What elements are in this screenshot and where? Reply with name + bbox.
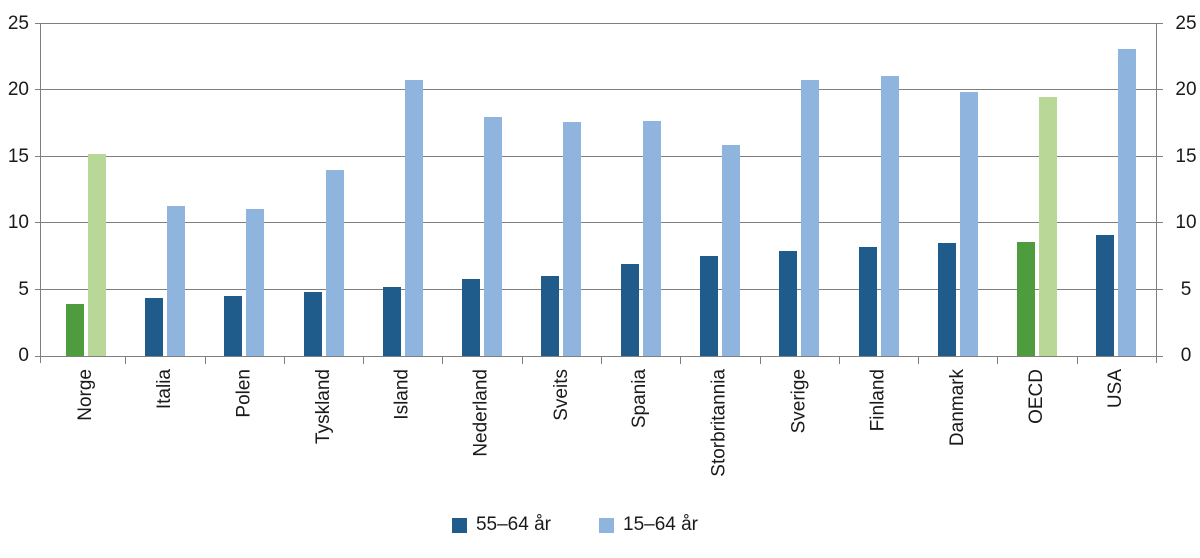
x-axis-label-spania: Spania <box>629 369 651 429</box>
x-axis-tick <box>363 356 364 364</box>
y-axis-tick-label-right-20: 20 <box>1175 79 1197 100</box>
bar-15-64-sveits <box>563 122 582 356</box>
x-axis-label-storbritannia: Storbritannia <box>708 369 730 477</box>
y-axis-line-right <box>1156 24 1157 363</box>
bar-55-64-italia <box>144 297 163 356</box>
x-axis-label-sveits: Sveits <box>550 369 572 421</box>
legend: 55–64 år 15–64 år <box>0 513 1175 537</box>
x-axis-label-norge: Norge <box>74 369 96 421</box>
x-axis-label-oecd: OECD <box>1026 369 1048 424</box>
bar-55-64-polen <box>224 296 243 356</box>
x-axis-tick <box>125 356 126 364</box>
y-axis-tick-label-right-25: 25 <box>1175 13 1197 34</box>
legend-label-15-64: 15–64 år <box>623 514 699 535</box>
bar-15-64-polen <box>246 208 265 356</box>
gridline-25 <box>35 23 1163 24</box>
x-axis-label-island: Island <box>391 369 413 420</box>
bar-55-64-tyskland <box>303 292 322 356</box>
bar-55-64-sverige <box>779 251 798 356</box>
y-axis-tick-label-right-15: 15 <box>1175 146 1197 167</box>
x-axis-tick <box>442 356 443 364</box>
legend-item-55-64: 55–64 år <box>451 513 551 537</box>
x-axis-label-tyskland: Tyskland <box>312 369 334 444</box>
y-axis-tick-label-left-0: 0 <box>18 345 29 366</box>
bar-15-64-storbritannia <box>721 144 740 356</box>
bar-15-64-usa <box>1118 49 1137 356</box>
bar-15-64-spania <box>642 120 661 356</box>
bar-15-64-sverige <box>801 79 820 356</box>
gridline-20 <box>35 89 1163 90</box>
x-axis-tick <box>760 356 761 364</box>
bar-15-64-tyskland <box>325 170 344 356</box>
y-axis-tick-label-right-0: 0 <box>1180 345 1192 366</box>
bar-55-64-usa <box>1096 235 1115 356</box>
x-axis-tick <box>522 356 523 364</box>
y-axis-tick-label-left-5: 5 <box>18 279 29 300</box>
bar-55-64-spania <box>620 264 639 356</box>
bar-55-64-norge <box>65 304 84 356</box>
y-axis-tick-label-right-5: 5 <box>1180 279 1192 300</box>
x-axis-tick <box>601 356 602 364</box>
x-axis-tick <box>997 356 998 364</box>
x-axis-label-danmark: Danmark <box>946 369 968 447</box>
gridline-0 <box>35 356 1163 357</box>
y-axis-tick-label-left-15: 15 <box>7 146 29 167</box>
x-axis-tick <box>680 356 681 364</box>
x-axis-tick <box>918 356 919 364</box>
x-axis-tick <box>284 356 285 364</box>
bar-15-64-island <box>404 79 423 356</box>
bar-55-64-island <box>382 286 401 356</box>
x-axis-tick <box>1077 356 1078 364</box>
gridline-10 <box>35 222 1163 223</box>
x-axis-label-sverige: Sverige <box>788 369 810 434</box>
bar-55-64-nederland <box>462 278 481 356</box>
x-axis-label-italia: Italia <box>153 369 175 410</box>
x-axis-label-nederland: Nederland <box>471 369 493 457</box>
bar-15-64-oecd <box>1039 97 1058 356</box>
bar-55-64-danmark <box>937 243 956 356</box>
y-axis-tick-label-left-10: 10 <box>7 212 29 233</box>
bar-15-64-danmark <box>959 91 978 356</box>
bar-15-64-italia <box>166 205 185 356</box>
bar-15-64-nederland <box>484 116 503 356</box>
x-axis-label-finland: Finland <box>867 369 889 432</box>
x-axis-tick <box>205 356 206 364</box>
gridline-15 <box>35 156 1163 157</box>
bar-55-64-oecd <box>1017 241 1036 356</box>
y-axis-tick-label-right-10: 10 <box>1175 212 1197 233</box>
legend-swatch-55-64-icon <box>451 517 467 533</box>
bar-55-64-finland <box>858 247 877 356</box>
x-axis-tick <box>839 356 840 364</box>
bar-55-64-sveits <box>541 276 560 356</box>
x-axis-label-polen: Polen <box>233 369 255 418</box>
y-axis-tick-label-left-20: 20 <box>7 79 29 100</box>
legend-item-15-64: 15–64 år <box>599 513 698 537</box>
gridline-5 <box>35 289 1163 290</box>
bar-15-64-norge <box>87 154 106 356</box>
legend-swatch-15-64-icon <box>599 517 614 533</box>
bar-15-64-finland <box>880 75 899 356</box>
legend-label-55-64: 55–64 år <box>475 514 551 535</box>
y-axis-tick-label-left-25: 25 <box>7 13 29 34</box>
bar-55-64-storbritannia <box>699 256 718 356</box>
y-axis-line-left <box>40 24 41 363</box>
x-axis-label-usa: USA <box>1105 369 1127 409</box>
